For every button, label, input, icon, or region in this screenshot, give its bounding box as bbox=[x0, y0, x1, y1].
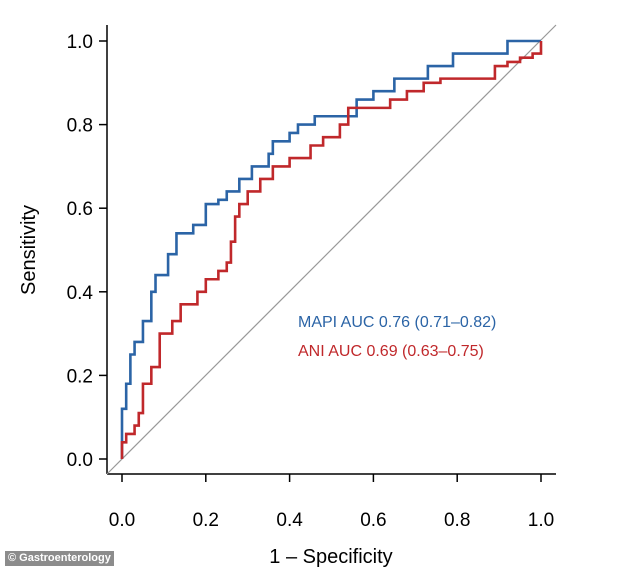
x-tick-label: 0.6 bbox=[360, 510, 386, 531]
y-tick-label: 1.0 bbox=[67, 32, 93, 53]
y-tick-label: 0.0 bbox=[67, 450, 93, 471]
x-tick-label: 0.0 bbox=[109, 510, 135, 531]
y-tick-label: 0.8 bbox=[67, 116, 93, 137]
y-axis-label: Sensitivity bbox=[18, 205, 40, 295]
x-tick-label: 0.4 bbox=[276, 510, 303, 531]
legend-entry-ani: ANI AUC 0.69 (0.63–0.75) bbox=[298, 343, 484, 360]
credit-watermark: © Gastroenterology bbox=[5, 551, 114, 566]
mapi-roc-curve bbox=[120, 39, 541, 459]
y-tick-label: 0.4 bbox=[67, 283, 94, 304]
x-tick-label: 1.0 bbox=[528, 510, 554, 531]
reference-diagonal bbox=[106, 24, 557, 475]
y-tick-label: 0.2 bbox=[67, 366, 93, 387]
x-axis-label: 1 – Specificity bbox=[269, 546, 392, 568]
x-tick-label: 0.8 bbox=[444, 510, 470, 531]
ani-roc-curve bbox=[120, 41, 543, 459]
x-tick-label: 0.2 bbox=[193, 510, 219, 531]
y-tick-label: 0.6 bbox=[67, 199, 93, 220]
legend-entry-mapi: MAPI AUC 0.76 (0.71–0.82) bbox=[298, 314, 496, 331]
